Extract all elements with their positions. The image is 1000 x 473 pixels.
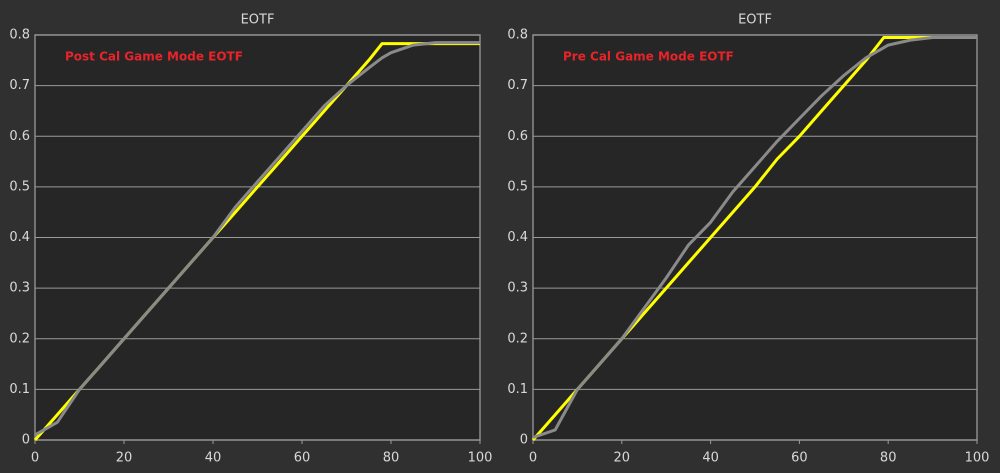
y-tick-label: 0.7	[9, 78, 30, 93]
y-tick-label: 0.8	[507, 28, 528, 43]
y-tick-label: 0.2	[9, 331, 30, 346]
y-tick-label: 0.4	[9, 230, 30, 245]
x-tick-label: 60	[294, 451, 311, 466]
y-tick-label: 0.7	[507, 78, 528, 93]
x-tick-label: 0	[31, 451, 39, 466]
x-tick-label: 80	[880, 451, 897, 466]
x-tick-label: 20	[614, 451, 631, 466]
y-tick-label: 0.1	[9, 382, 30, 397]
chart-title: EOTF	[241, 13, 275, 28]
x-tick-label: 40	[702, 451, 719, 466]
x-tick-label: 60	[791, 451, 808, 466]
y-tick-label: 0.5	[9, 179, 30, 194]
y-tick-label: 0.6	[507, 129, 528, 144]
y-tick-label: 0.6	[9, 129, 30, 144]
x-tick-label: 80	[383, 451, 400, 466]
x-tick-label: 20	[116, 451, 133, 466]
x-tick-label: 40	[205, 451, 222, 466]
data-line	[532, 36, 977, 439]
x-tick-label: 100	[468, 451, 493, 466]
annotation: Pre Cal Game Mode EOTF	[563, 50, 734, 64]
x-tick-label: 0	[529, 451, 537, 466]
y-tick-label: 0.4	[507, 230, 528, 245]
data-line	[34, 41, 480, 437]
y-tick-label: 0	[520, 433, 528, 448]
y-tick-label: 0.3	[9, 281, 30, 296]
y-tick-label: 0.1	[507, 382, 528, 397]
y-tick-label: 0.8	[9, 28, 30, 43]
y-tick-label: 0	[22, 433, 30, 448]
x-tick-label: 100	[965, 451, 990, 466]
y-tick-label: 0.5	[507, 179, 528, 194]
y-tick-label: 0.3	[507, 281, 528, 296]
y-tick-label: 0.2	[507, 331, 528, 346]
chart-title: EOTF	[738, 13, 772, 28]
annotation: Post Cal Game Mode EOTF	[65, 50, 243, 64]
